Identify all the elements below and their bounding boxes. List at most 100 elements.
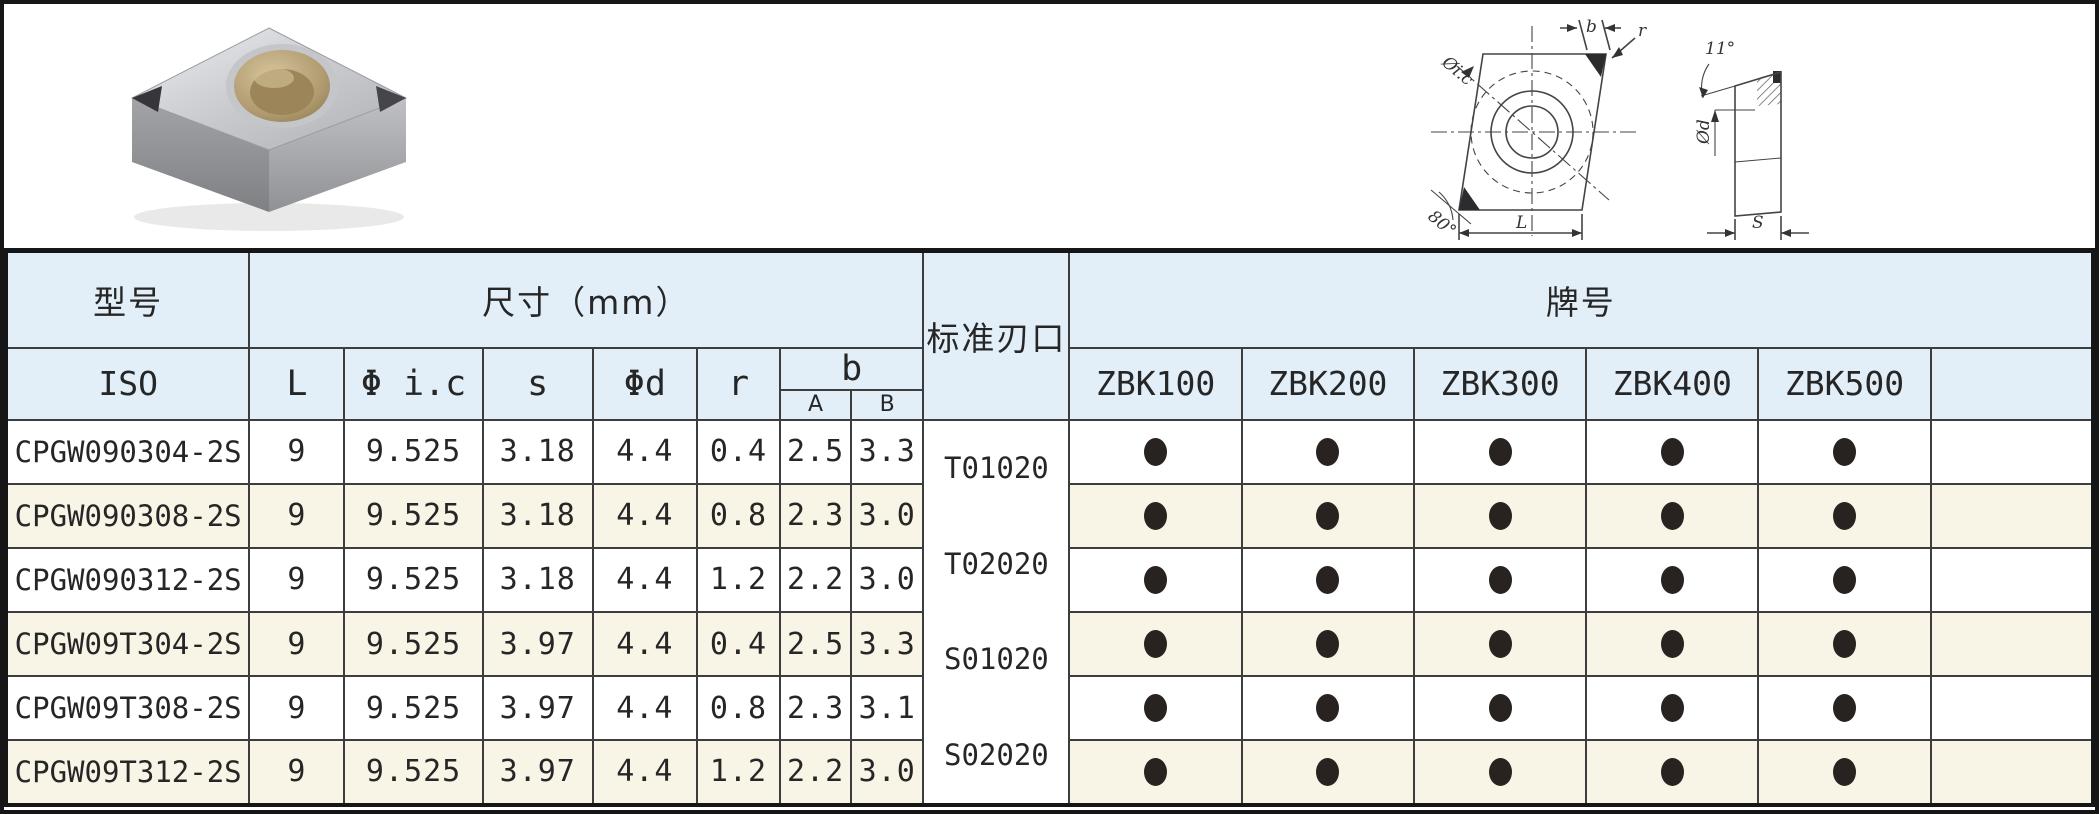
hero-section: Øi.c b r 80° L (4, 4, 2095, 248)
grade-cell-zbk200 (1240, 546, 1415, 613)
grade-cell-empty (1929, 482, 2095, 549)
dim-label-d: Ød (1694, 119, 1714, 145)
value-bA: 2.2 (779, 739, 853, 806)
grade-dot (1660, 630, 1684, 659)
grade-cell-zbk300 (1412, 610, 1588, 678)
grade-dot (1833, 437, 1857, 466)
grade-dot (1144, 694, 1168, 723)
header-dimensions: 尺寸（mm） (248, 249, 925, 349)
value-r: 0.4 (695, 418, 782, 485)
value-L: 9 (248, 418, 346, 485)
value-bA: 2.2 (779, 546, 853, 613)
model-cell: CPGW09T304-2S (4, 610, 251, 678)
dim-label-b: b (1586, 17, 1597, 37)
value-L: 9 (248, 739, 346, 806)
header-b: b (779, 346, 925, 391)
grade-dot (1660, 565, 1684, 594)
grade-cell-zbk200 (1240, 610, 1415, 678)
edge-labels-cell: T01020 T02020 S01020 S02020 (922, 418, 1071, 806)
grade-cell-zbk100 (1068, 739, 1243, 806)
grade-cell-zbk500 (1757, 418, 1932, 485)
value-ic: 9.525 (343, 546, 484, 613)
value-bB: 3.0 (850, 739, 925, 806)
value-d: 4.4 (591, 418, 698, 485)
insert-photo (130, 27, 408, 231)
value-r: 1.2 (695, 739, 782, 806)
grade-cell-zbk100 (1068, 675, 1243, 742)
grade-cell-zbk100 (1068, 418, 1243, 485)
value-ic: 9.525 (343, 482, 484, 549)
grade-dot (1316, 565, 1340, 594)
grade-dot (1660, 501, 1684, 530)
table-row: CPGW090308-2S 9 9.525 3.18 4.4 0.8 2.3 3… (4, 482, 2095, 549)
grade-dot (1488, 757, 1512, 786)
value-bB: 3.3 (850, 610, 925, 678)
dim-label-ic: Øi.c (1437, 52, 1477, 90)
model-cell: CPGW090304-2S (4, 418, 251, 485)
table-row: CPGW09T304-2S 9 9.525 3.97 4.4 0.4 2.5 3… (4, 610, 2095, 678)
grade-cell-zbk500 (1757, 610, 1932, 678)
grade-dot (1488, 565, 1512, 594)
header-s: s (481, 346, 594, 421)
grade-cell-empty (1929, 610, 2095, 678)
header-d: Φd (591, 346, 698, 421)
value-d: 4.4 (591, 482, 698, 549)
grade-cell-empty (1929, 546, 2095, 613)
grade-cell-zbk300 (1412, 675, 1588, 742)
value-s: 3.97 (481, 610, 594, 678)
value-d: 4.4 (591, 675, 698, 742)
value-bB: 3.1 (850, 675, 925, 742)
grade-dot (1660, 437, 1684, 466)
value-d: 4.4 (591, 610, 698, 678)
grade-cell-zbk100 (1068, 610, 1243, 678)
grade-cell-zbk200 (1240, 482, 1415, 549)
header-ic: Φ i.c (343, 346, 484, 421)
grade-dot (1488, 501, 1512, 530)
value-L: 9 (248, 675, 346, 742)
grade-cell-zbk200 (1240, 418, 1415, 485)
grade-dot (1660, 694, 1684, 723)
grade-dot (1316, 630, 1340, 659)
grade-cell-zbk500 (1757, 546, 1932, 613)
grade-dot (1144, 501, 1168, 530)
grade-dot (1833, 565, 1857, 594)
grade-cell-empty (1929, 418, 2095, 485)
grade-cell-zbk500 (1757, 482, 1932, 549)
header-zbk400: ZBK400 (1585, 346, 1760, 421)
grade-cell-zbk300 (1412, 482, 1588, 549)
grade-dot (1316, 501, 1340, 530)
dim-label-L: L (1515, 213, 1527, 233)
value-bA: 2.3 (779, 482, 853, 549)
grade-dot (1833, 501, 1857, 530)
dim-label-clearance: 11° (1705, 39, 1735, 59)
grade-dot (1316, 437, 1340, 466)
value-s: 3.97 (481, 675, 594, 742)
grade-cell-zbk200 (1240, 675, 1415, 742)
model-cell: CPGW090312-2S (4, 546, 251, 613)
value-ic: 9.525 (343, 739, 484, 806)
value-d: 4.4 (591, 546, 698, 613)
header-grade-empty (1929, 346, 2095, 421)
grade-dot (1144, 437, 1168, 466)
grade-cell-zbk400 (1585, 482, 1760, 549)
grade-cell-zbk300 (1412, 418, 1588, 485)
grade-cell-zbk400 (1585, 675, 1760, 742)
grade-cell-empty (1929, 739, 2095, 806)
value-bA: 2.3 (779, 675, 853, 742)
spec-table: 型号 尺寸（mm） 标准刃口 牌号 ISO L Φ i.c s Φd r b Z… (4, 248, 2095, 807)
grade-dot (1488, 437, 1512, 466)
grade-cell-zbk100 (1068, 482, 1243, 549)
grade-dot (1833, 630, 1857, 659)
grade-dot (1488, 694, 1512, 723)
dim-label-angle: 80° (1424, 207, 1460, 242)
model-cell: CPGW09T312-2S (4, 739, 251, 806)
value-bB: 3.0 (850, 546, 925, 613)
grade-dot (1316, 757, 1340, 786)
value-r: 0.8 (695, 675, 782, 742)
value-r: 0.4 (695, 610, 782, 678)
table-row: CPGW09T308-2S 9 9.525 3.97 4.4 0.8 2.3 3… (4, 675, 2095, 742)
grade-dot (1833, 694, 1857, 723)
value-L: 9 (248, 610, 346, 678)
value-ic: 9.525 (343, 610, 484, 678)
